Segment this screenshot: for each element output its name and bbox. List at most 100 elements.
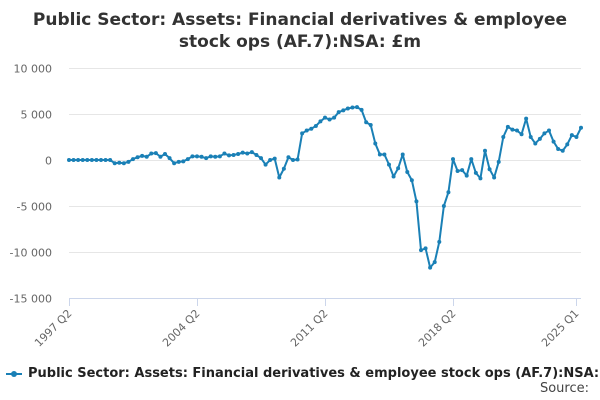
data-point xyxy=(515,128,519,133)
y-tick-label: -15 000 xyxy=(10,293,52,306)
x-tick-label: 2018 Q2 xyxy=(416,307,459,350)
data-point xyxy=(313,123,318,128)
data-point xyxy=(455,169,460,174)
data-point xyxy=(249,150,254,155)
data-point xyxy=(542,131,547,136)
data-point xyxy=(304,128,309,133)
data-point xyxy=(432,260,437,265)
data-point xyxy=(231,152,236,157)
y-tick-label: -10 000 xyxy=(10,247,52,260)
data-point xyxy=(149,151,154,156)
data-point xyxy=(355,105,359,110)
data-point xyxy=(172,161,177,166)
data-point xyxy=(505,124,510,129)
legend-label: Public Sector: Assets: Financial derivat… xyxy=(28,366,600,381)
data-point xyxy=(414,199,419,204)
data-point xyxy=(103,158,108,162)
y-tick-label: 5 000 xyxy=(21,109,53,122)
data-point xyxy=(268,158,273,162)
data-point xyxy=(176,159,181,164)
data-point xyxy=(117,160,122,165)
data-point xyxy=(140,153,145,158)
data-point xyxy=(286,155,291,160)
data-point xyxy=(112,161,117,166)
data-point xyxy=(451,157,455,162)
data-point xyxy=(446,190,451,195)
data-point xyxy=(496,159,501,164)
data-point xyxy=(533,141,538,146)
data-point xyxy=(254,152,259,157)
data-point xyxy=(492,175,497,180)
data-point xyxy=(537,136,542,141)
data-point xyxy=(135,155,140,160)
chart-title-line-1: Public Sector: Assets: Financial derivat… xyxy=(32,10,568,30)
data-point xyxy=(409,178,414,183)
data-point xyxy=(579,125,583,130)
data-point xyxy=(391,174,396,179)
data-point xyxy=(327,117,332,122)
data-point xyxy=(478,176,483,181)
data-point xyxy=(501,135,506,139)
data-point xyxy=(487,167,492,172)
data-point xyxy=(144,154,149,159)
grid-lines xyxy=(69,68,581,299)
legend-swatch-icon xyxy=(6,368,22,380)
data-point xyxy=(204,156,209,161)
data-point xyxy=(524,116,529,121)
data-point xyxy=(341,108,346,113)
data-point xyxy=(295,157,300,162)
data-point xyxy=(131,157,135,162)
data-point xyxy=(556,146,561,151)
data-point xyxy=(382,152,387,157)
data-point xyxy=(528,135,533,139)
data-point xyxy=(323,115,327,120)
data-point xyxy=(259,156,263,161)
data-point xyxy=(460,168,465,173)
series-line xyxy=(68,106,582,269)
data-point xyxy=(195,154,199,159)
x-tick-label: 2025 Q1 xyxy=(539,307,582,350)
data-point xyxy=(368,123,373,128)
data-point xyxy=(240,150,245,155)
chart-title-line-2: stock ops (AF.7):NSA: £m xyxy=(178,32,422,52)
data-point xyxy=(167,156,172,161)
data-point xyxy=(89,158,94,162)
x-tick-label: 2011 Q2 xyxy=(288,307,331,350)
source-label: Source: xyxy=(539,381,589,396)
data-point xyxy=(428,265,433,270)
data-point xyxy=(336,110,341,115)
data-point xyxy=(263,162,268,167)
data-point xyxy=(76,158,81,162)
data-point xyxy=(464,173,469,178)
x-axis: 1997 Q2 2004 Q2 2011 Q2 2018 Q2 2025 Q1 xyxy=(32,298,582,349)
data-point xyxy=(400,152,405,157)
data-point xyxy=(373,141,378,146)
data-point xyxy=(190,154,195,159)
data-point xyxy=(364,120,369,125)
data-point xyxy=(309,126,314,131)
data-point xyxy=(574,135,579,139)
data-point xyxy=(208,154,213,159)
data-point xyxy=(281,166,286,171)
data-point xyxy=(437,239,442,244)
data-point xyxy=(396,166,401,171)
data-point xyxy=(510,127,515,132)
data-point xyxy=(405,169,410,174)
data-point xyxy=(121,161,126,166)
data-point xyxy=(350,105,355,110)
data-point xyxy=(153,151,158,156)
data-point xyxy=(441,204,446,208)
data-point xyxy=(217,154,222,159)
data-point xyxy=(483,148,487,153)
legend[interactable]: Public Sector: Assets: Financial derivat… xyxy=(6,366,600,381)
data-point xyxy=(551,139,556,144)
data-point xyxy=(199,154,204,159)
y-tick-label: 0 xyxy=(45,155,52,168)
data-point xyxy=(377,152,382,157)
data-point xyxy=(387,162,391,167)
data-point xyxy=(236,152,241,157)
y-tick-label: -5 000 xyxy=(17,201,52,214)
data-point xyxy=(560,148,565,153)
y-tick-label: 10 000 xyxy=(14,63,53,76)
